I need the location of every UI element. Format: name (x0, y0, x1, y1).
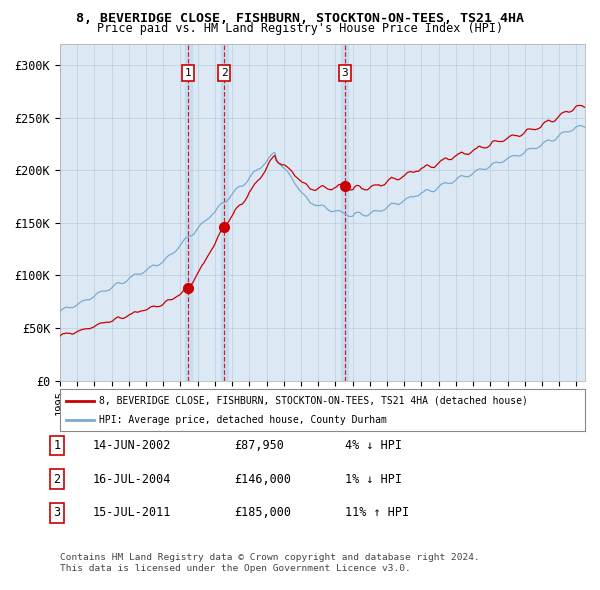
Text: £87,950: £87,950 (234, 439, 284, 452)
Text: 1% ↓ HPI: 1% ↓ HPI (345, 473, 402, 486)
Text: £146,000: £146,000 (234, 473, 291, 486)
Text: This data is licensed under the Open Government Licence v3.0.: This data is licensed under the Open Gov… (60, 565, 411, 573)
Text: £185,000: £185,000 (234, 506, 291, 519)
Text: Contains HM Land Registry data © Crown copyright and database right 2024.: Contains HM Land Registry data © Crown c… (60, 553, 480, 562)
Text: 3: 3 (341, 68, 348, 78)
Text: Price paid vs. HM Land Registry's House Price Index (HPI): Price paid vs. HM Land Registry's House … (97, 22, 503, 35)
Text: 15-JUL-2011: 15-JUL-2011 (93, 506, 172, 519)
Text: 14-JUN-2002: 14-JUN-2002 (93, 439, 172, 452)
Text: 2: 2 (53, 473, 61, 486)
Text: 11% ↑ HPI: 11% ↑ HPI (345, 506, 409, 519)
Bar (341, 44, 348, 381)
Text: 8, BEVERIDGE CLOSE, FISHBURN, STOCKTON-ON-TEES, TS21 4HA (detached house): 8, BEVERIDGE CLOSE, FISHBURN, STOCKTON-O… (100, 396, 528, 406)
Text: 2: 2 (221, 68, 227, 78)
Text: 1: 1 (53, 439, 61, 452)
Text: 16-JUL-2004: 16-JUL-2004 (93, 473, 172, 486)
Text: 4% ↓ HPI: 4% ↓ HPI (345, 439, 402, 452)
Text: 1: 1 (185, 68, 191, 78)
Text: 3: 3 (53, 506, 61, 519)
Text: 8, BEVERIDGE CLOSE, FISHBURN, STOCKTON-ON-TEES, TS21 4HA: 8, BEVERIDGE CLOSE, FISHBURN, STOCKTON-O… (76, 12, 524, 25)
Bar (185, 44, 191, 381)
Text: HPI: Average price, detached house, County Durham: HPI: Average price, detached house, Coun… (100, 415, 387, 425)
Bar (221, 44, 227, 381)
